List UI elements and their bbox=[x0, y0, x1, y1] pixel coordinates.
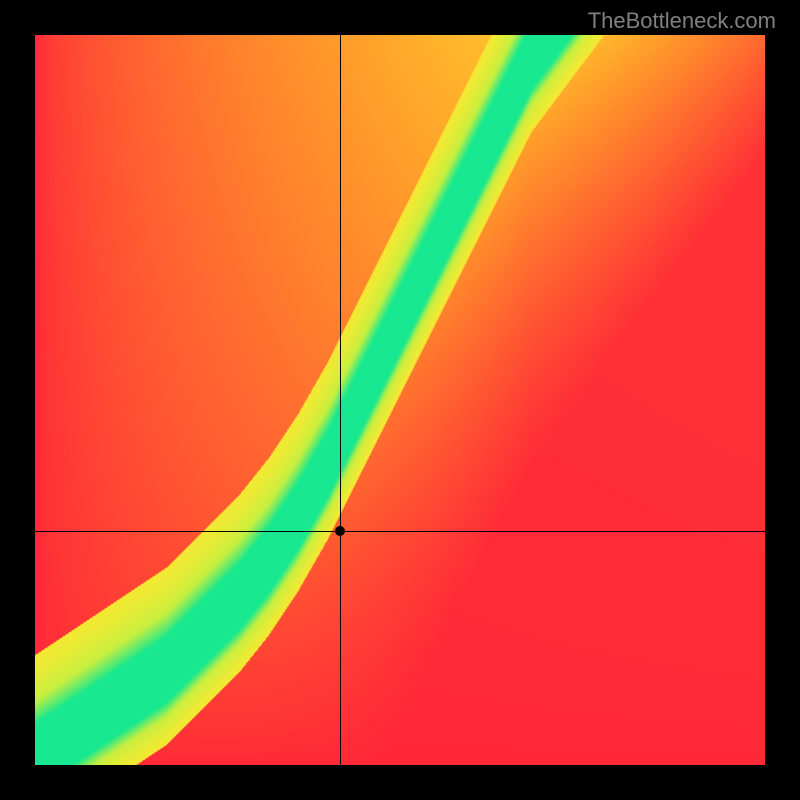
bottleneck-heatmap bbox=[35, 35, 765, 765]
watermark-text: TheBottleneck.com bbox=[588, 8, 776, 34]
crosshair-horizontal bbox=[35, 531, 765, 532]
crosshair-vertical bbox=[340, 35, 341, 765]
